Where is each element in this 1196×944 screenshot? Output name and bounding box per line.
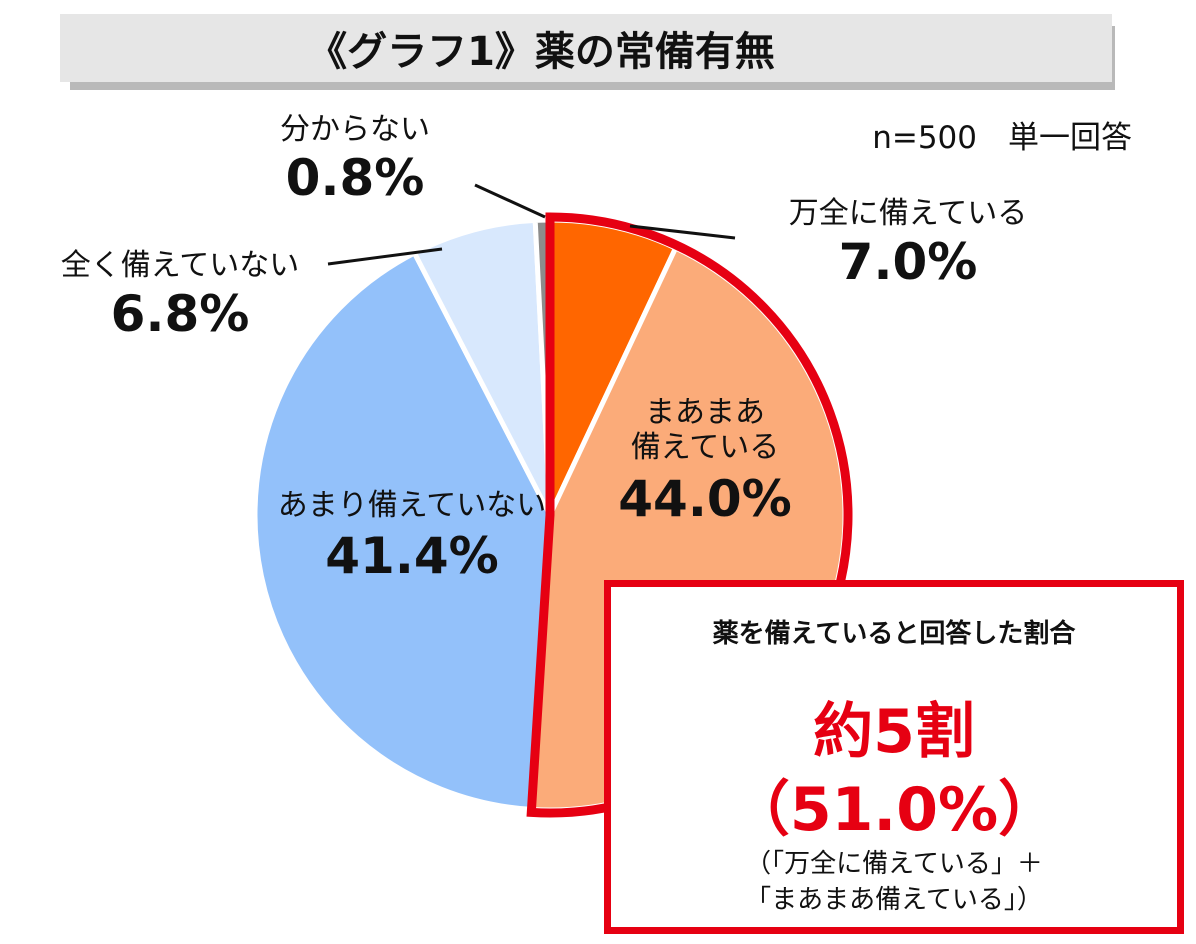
label-amari: あまり備えていない 41.4%: [262, 488, 562, 586]
label-mamaa-name2: 備えている: [630, 430, 780, 466]
callout-note-line1: （「万全に備えている」＋: [745, 849, 1043, 879]
slice-amari: [252, 250, 553, 812]
leader-line-zenzen: [629, 224, 736, 240]
label-mamaa-pct: 44.0%: [618, 469, 792, 528]
chart-title: 《グラフ1》薬の常備有無: [307, 29, 775, 75]
callout-main-value: 約5割: [813, 697, 975, 767]
sample-note: n=500 単一回答: [872, 120, 1132, 156]
callout-note-line2: 「まあまあ備えている」）: [745, 885, 1043, 915]
label-mattaku-name: 全く備えていない: [60, 248, 300, 283]
label-mamaa: まあまあ 備えている 44.0%: [585, 395, 825, 529]
label-zenzen-name: 万全に備えている: [788, 196, 1028, 231]
label-wakaranai-name: 分からない: [280, 112, 430, 147]
callout-percent: （51.0%）: [729, 775, 1059, 845]
leader-line-mattaku: [327, 247, 443, 266]
title-box: 《グラフ1》薬の常備有無: [60, 14, 1112, 82]
label-wakaranai: 分からない 0.8%: [230, 112, 480, 208]
label-amari-pct: 41.4%: [325, 527, 499, 586]
label-zenzen-pct: 7.0%: [838, 233, 978, 292]
label-amari-name: あまり備えていない: [277, 488, 547, 523]
label-mattaku-pct: 6.8%: [110, 285, 250, 344]
callout-heading: 薬を備えていると回答した割合: [712, 619, 1076, 649]
summary-callout: 薬を備えていると回答した割合 約5割 （51.0%） （「万全に備えている」＋ …: [604, 580, 1184, 934]
label-wakaranai-pct: 0.8%: [285, 149, 425, 208]
label-mamaa-name1: まあまあ: [645, 395, 765, 430]
label-mattaku: 全く備えていない 6.8%: [40, 248, 320, 344]
label-zenzen: 万全に備えている 7.0%: [758, 196, 1058, 292]
leader-line-wakaranai: [474, 183, 546, 219]
